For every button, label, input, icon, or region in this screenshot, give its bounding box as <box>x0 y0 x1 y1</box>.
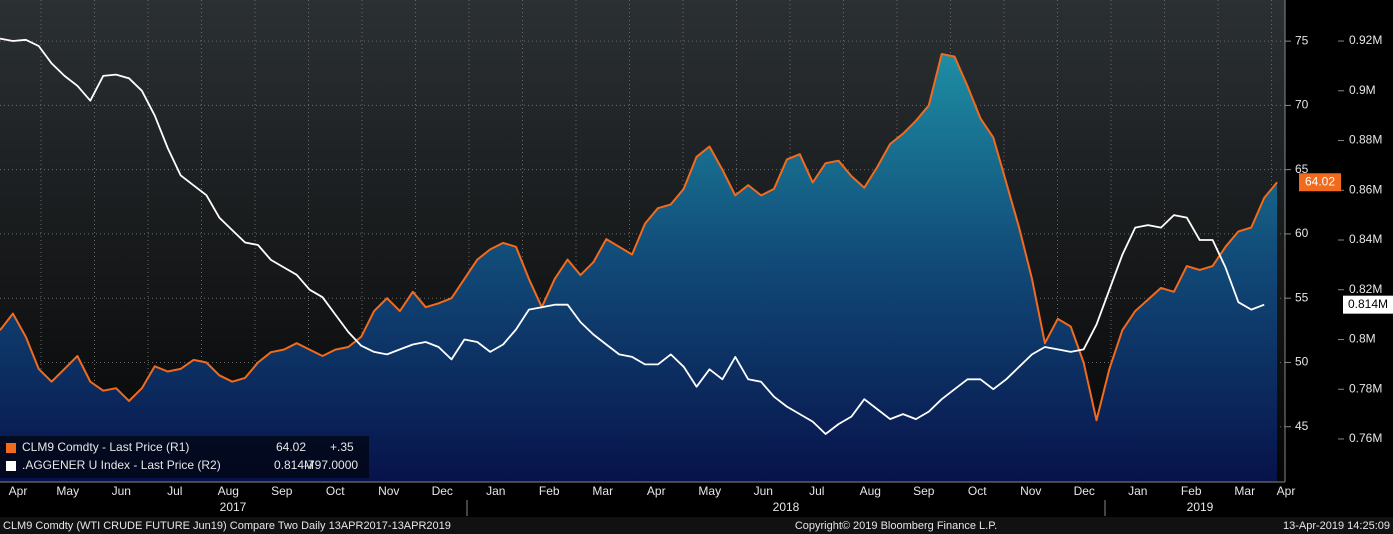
year-label: 2018 <box>773 500 800 514</box>
last-value-tag <box>1343 295 1393 314</box>
x-tick-label: Nov <box>378 484 399 498</box>
x-tick-label: Apr <box>1277 484 1296 498</box>
x-tick-label: Feb <box>1181 484 1202 498</box>
x-tick-label: Apr <box>647 484 666 498</box>
x-tick-label: Jan <box>1128 484 1147 498</box>
y-tick-label: 65 <box>1295 162 1309 176</box>
year-label: 2019 <box>1187 500 1214 514</box>
y2-tick-label: 0.84M <box>1349 232 1382 246</box>
legend-label: CLM9 Comdty - Last Price (R1) <box>22 440 189 454</box>
x-tick-label: Mar <box>1234 484 1255 498</box>
legend-change: +.35 <box>330 440 354 454</box>
x-tick-label: Jan <box>486 484 505 498</box>
x-tick-label: Jul <box>809 484 824 498</box>
x-tick-label: Dec <box>1074 484 1095 498</box>
x-tick-label: Dec <box>432 484 453 498</box>
legend <box>0 436 369 478</box>
x-tick-label: Aug <box>218 484 239 498</box>
legend-last: 0.814M <box>274 458 314 472</box>
legend-change: -797.0000 <box>304 458 358 472</box>
series-line <box>0 53 1278 422</box>
last-value-label: 64.02 <box>1305 174 1335 188</box>
year-label: 2017 <box>220 500 247 514</box>
x-tick-label: Nov <box>1020 484 1041 498</box>
x-tick-label: Jun <box>754 484 773 498</box>
area <box>0 54 1278 482</box>
x-tick-label: Jul <box>167 484 182 498</box>
y2-tick-label: 0.88M <box>1349 133 1382 147</box>
y-tick-label: 50 <box>1295 355 1309 369</box>
y2-tick-label: 0.9M <box>1349 83 1376 97</box>
x-tick-label: May <box>56 484 79 498</box>
series-line <box>0 37 1265 435</box>
footer-bar <box>0 517 1393 534</box>
y-tick-label: 45 <box>1295 419 1309 433</box>
x-tick-label: Oct <box>968 484 987 498</box>
last-value-tag <box>1299 173 1341 192</box>
timestamp: 13-Apr-2019 14:25:09 <box>1283 520 1390 532</box>
y-tick-label: 75 <box>1295 33 1309 47</box>
legend-swatch <box>6 461 16 471</box>
legend-label: .AGGENER U Index - Last Price (R2) <box>22 458 221 472</box>
x-tick-label: May <box>698 484 721 498</box>
legend-swatch <box>6 443 16 453</box>
y2-tick-label: 0.76M <box>1349 431 1382 445</box>
y2-tick-label: 0.8M <box>1349 332 1376 346</box>
legend-last: 64.02 <box>276 440 306 454</box>
x-tick-label: Feb <box>539 484 560 498</box>
y2-tick-label: 0.92M <box>1349 33 1382 47</box>
x-tick-label: Mar <box>592 484 613 498</box>
x-tick-label: Oct <box>326 484 345 498</box>
copyright: Copyright© 2019 Bloomberg Finance L.P. <box>795 520 997 532</box>
y-tick-label: 70 <box>1295 98 1309 112</box>
y2-tick-label: 0.82M <box>1349 282 1382 296</box>
x-tick-label: Sep <box>271 484 293 498</box>
x-tick-label: Sep <box>913 484 935 498</box>
last-value-label: 0.814M <box>1348 297 1388 311</box>
footer-left: CLM9 Comdty (WTI CRUDE FUTURE Jun19) Com… <box>3 520 451 532</box>
y2-tick-label: 0.86M <box>1349 182 1382 196</box>
x-tick-label: Apr <box>9 484 28 498</box>
y-tick-label: 60 <box>1295 226 1309 240</box>
x-tick-label: Aug <box>860 484 881 498</box>
y-tick-label: 55 <box>1295 290 1309 304</box>
x-tick-label: Jun <box>112 484 131 498</box>
y2-tick-label: 0.78M <box>1349 381 1382 395</box>
